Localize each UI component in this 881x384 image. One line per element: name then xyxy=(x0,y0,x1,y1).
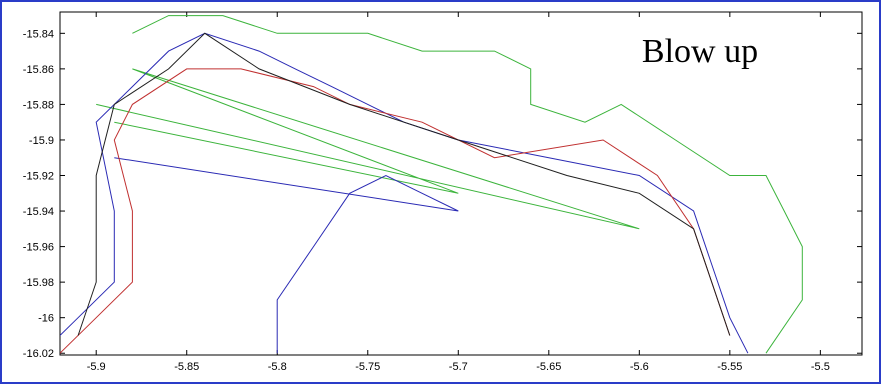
x-tick-label: -5.55 xyxy=(717,361,742,373)
x-tick-label: -5.5 xyxy=(811,361,830,373)
trajectory xyxy=(114,157,459,354)
trajectory xyxy=(132,15,803,354)
trajectory xyxy=(77,32,731,336)
x-tick-label: -5.75 xyxy=(355,361,380,373)
y-tick-label: -15.88 xyxy=(23,99,54,111)
y-tick-label: -15.84 xyxy=(23,28,54,40)
y-tick-label: -15.96 xyxy=(23,242,54,254)
x-tick-label: -5.65 xyxy=(536,361,561,373)
x-tick-label: -5.85 xyxy=(174,361,199,373)
y-tick-label: -15.9 xyxy=(29,135,54,147)
y-tick-label: -15.94 xyxy=(23,206,54,218)
trajectory xyxy=(96,68,640,230)
annotation: Blow up xyxy=(642,33,758,70)
trajectory xyxy=(60,32,749,354)
x-tick-label: -5.6 xyxy=(630,361,649,373)
trajectory xyxy=(60,68,731,354)
x-tick-label: -5.8 xyxy=(268,361,287,373)
y-tick-label: -15.92 xyxy=(23,171,54,183)
y-tick-label: -16.02 xyxy=(23,348,54,360)
y-tick-label: -15.98 xyxy=(23,277,54,289)
x-tick-label: -5.7 xyxy=(449,361,468,373)
y-tick-label: -16 xyxy=(38,313,54,325)
x-tick-label: -5.9 xyxy=(87,361,106,373)
y-tick-label: -15.86 xyxy=(23,64,54,76)
